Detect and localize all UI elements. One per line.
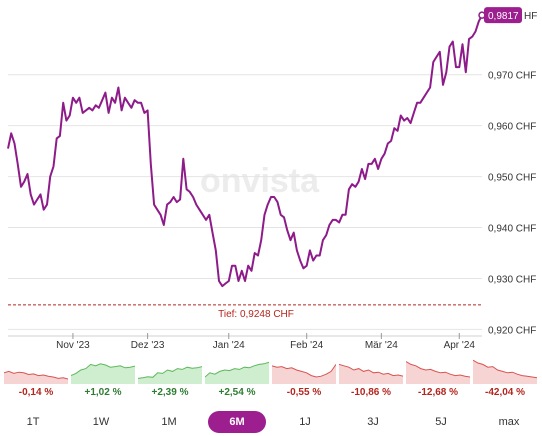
period-performance-label: -12,68 % bbox=[417, 387, 459, 398]
period-performance-tile: -0,55 % bbox=[272, 356, 336, 402]
timeframe-tabs: 1T 1W 1M 6M 1J 3J 5J max bbox=[4, 410, 538, 434]
y-tick-label: 0,940 CHF bbox=[488, 224, 536, 235]
sparkline bbox=[339, 363, 403, 384]
tab-1j[interactable]: 1J bbox=[299, 416, 311, 428]
period-performance-label: -42,04 % bbox=[484, 387, 526, 398]
sparkline bbox=[272, 364, 336, 384]
period-performance-tile: -42,04 % bbox=[473, 356, 537, 402]
sparkline-area bbox=[406, 361, 470, 384]
y-tick-label: 0,970 CHF bbox=[488, 71, 536, 82]
current-value-badge bbox=[484, 7, 522, 24]
tab-1m[interactable]: 1M bbox=[161, 416, 177, 428]
y-tick-label: 0,960 CHF bbox=[488, 122, 536, 133]
low-label: Tief: 0,9248 CHF bbox=[218, 309, 294, 320]
sparkline-line bbox=[205, 361, 269, 378]
period-performance-tile: -0,14 % bbox=[4, 356, 68, 402]
tab-max[interactable]: max bbox=[498, 416, 520, 428]
sparkline-line bbox=[339, 363, 403, 377]
sparkline-line bbox=[138, 366, 202, 379]
y-tick-label: 0,930 CHF bbox=[488, 274, 536, 285]
sparkline-line bbox=[71, 363, 135, 377]
sparkline-area bbox=[71, 363, 135, 384]
sparkline-line bbox=[4, 370, 68, 380]
period-performance-tile: -10,86 % bbox=[339, 356, 403, 402]
sparkline-area bbox=[272, 364, 336, 384]
sparkline-line bbox=[272, 364, 336, 378]
tab-5j[interactable]: 5J bbox=[435, 416, 447, 428]
y-tick-label: 0,920 CHF bbox=[488, 325, 536, 336]
y-axis: 0,970 CHF 0,960 CHF 0,950 CHF 0,940 CHF 0,93… bbox=[488, 71, 536, 337]
sparkline-area bbox=[138, 366, 202, 384]
chart-grid bbox=[8, 74, 482, 337]
sparkline bbox=[406, 361, 470, 384]
period-performance-tile: +2,54 % bbox=[205, 356, 269, 402]
sparkline-area bbox=[339, 364, 403, 384]
sparkline-line bbox=[406, 361, 470, 378]
sparkline bbox=[71, 363, 135, 384]
period-performance-label: -0,14 % bbox=[18, 387, 54, 398]
period-performance-label: -10,86 % bbox=[350, 387, 392, 398]
period-performance-tile: +2,39 % bbox=[138, 356, 202, 402]
current-value-suffix: HF bbox=[524, 11, 537, 22]
sparkline bbox=[205, 361, 269, 384]
sparkline bbox=[4, 370, 68, 384]
x-axis: Nov '23 Dez '23 Jan '24 Feb '24 Mär '24 Apr '… bbox=[56, 333, 475, 350]
sparkline-area bbox=[4, 371, 68, 384]
period-performance-label: +1,02 % bbox=[84, 387, 122, 398]
tab-6m[interactable]: 6M bbox=[208, 411, 266, 433]
sparkline bbox=[138, 366, 202, 384]
x-tick-label: Mär '24 bbox=[365, 340, 398, 350]
tab-1t[interactable]: 1T bbox=[26, 416, 40, 428]
sparkline-line bbox=[473, 359, 537, 379]
x-tick-label: Nov '23 bbox=[56, 340, 90, 350]
y-tick-label: 0,950 CHF bbox=[488, 173, 536, 184]
period-performance-tile: -12,68 % bbox=[406, 356, 470, 402]
sparkline bbox=[473, 359, 537, 384]
x-tick-label: Apr '24 bbox=[444, 340, 476, 350]
period-performance-label: +2,39 % bbox=[151, 387, 189, 398]
x-tick-label: Feb '24 bbox=[290, 340, 323, 350]
period-performance-tile: +1,02 % bbox=[71, 356, 135, 402]
tab-1w[interactable]: 1W bbox=[92, 416, 110, 428]
price-series-line bbox=[7, 14, 483, 288]
tab-3j[interactable]: 3J bbox=[367, 416, 379, 428]
current-value-label: 0,9817 bbox=[488, 11, 519, 22]
period-performance-label: -0,55 % bbox=[286, 387, 322, 398]
period-performance-label: +2,54 % bbox=[218, 387, 256, 398]
x-tick-label: Dez '23 bbox=[131, 340, 165, 350]
x-tick-label: Jan '24 bbox=[213, 340, 245, 350]
chart-watermark: onvista bbox=[200, 162, 320, 200]
price-chart: onvista 0,970 CHF 0,960 CHF 0,950 CHF 0,940… bbox=[7, 7, 537, 350]
sparkline-area bbox=[205, 362, 269, 384]
period-performance-row: -0,14 % +1,02 % +2,39 % +2,54 % -0,55 % -10,8… bbox=[4, 356, 538, 402]
